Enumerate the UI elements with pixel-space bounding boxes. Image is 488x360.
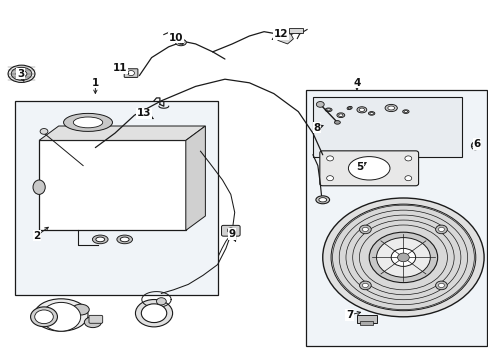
FancyBboxPatch shape: [319, 151, 418, 186]
Text: 3: 3: [17, 69, 24, 79]
Ellipse shape: [96, 237, 104, 242]
Ellipse shape: [403, 111, 407, 113]
Text: 1: 1: [92, 78, 99, 88]
Circle shape: [41, 302, 81, 331]
Text: 12: 12: [273, 29, 288, 39]
Circle shape: [438, 227, 444, 231]
Ellipse shape: [315, 196, 329, 204]
Bar: [305, 90, 486, 346]
Ellipse shape: [72, 304, 89, 315]
Ellipse shape: [385, 104, 397, 112]
Ellipse shape: [472, 144, 476, 148]
Text: 4: 4: [352, 78, 360, 88]
Ellipse shape: [369, 112, 373, 114]
Bar: [15, 101, 217, 295]
Ellipse shape: [334, 121, 340, 124]
Text: 7: 7: [345, 310, 353, 320]
Ellipse shape: [33, 180, 45, 194]
Circle shape: [397, 253, 408, 262]
Polygon shape: [277, 32, 293, 44]
Polygon shape: [39, 126, 205, 140]
FancyBboxPatch shape: [89, 315, 102, 323]
FancyBboxPatch shape: [124, 69, 138, 77]
Ellipse shape: [326, 109, 330, 111]
Text: 13: 13: [137, 108, 151, 118]
Text: 5: 5: [355, 162, 362, 172]
Ellipse shape: [8, 65, 35, 82]
Ellipse shape: [387, 106, 394, 110]
Circle shape: [156, 298, 166, 305]
FancyBboxPatch shape: [289, 28, 302, 33]
FancyBboxPatch shape: [360, 321, 372, 325]
Ellipse shape: [346, 107, 351, 109]
Ellipse shape: [11, 67, 32, 80]
Ellipse shape: [92, 235, 108, 244]
Circle shape: [362, 283, 367, 288]
Circle shape: [359, 281, 370, 290]
Bar: [39, 140, 185, 230]
FancyBboxPatch shape: [221, 225, 240, 236]
Circle shape: [135, 300, 172, 327]
Circle shape: [326, 176, 333, 181]
Ellipse shape: [356, 107, 366, 113]
Circle shape: [404, 156, 411, 161]
Circle shape: [141, 304, 166, 323]
Ellipse shape: [325, 108, 331, 112]
Circle shape: [326, 156, 333, 161]
Text: 2: 2: [33, 231, 40, 241]
Circle shape: [435, 281, 447, 290]
Circle shape: [438, 283, 444, 288]
Circle shape: [376, 238, 429, 277]
Circle shape: [435, 225, 447, 234]
Ellipse shape: [84, 317, 102, 328]
Ellipse shape: [318, 198, 326, 202]
Ellipse shape: [175, 39, 186, 46]
Ellipse shape: [402, 110, 408, 113]
Circle shape: [330, 204, 475, 311]
Ellipse shape: [368, 112, 374, 115]
Ellipse shape: [34, 299, 88, 331]
Ellipse shape: [347, 107, 350, 109]
Circle shape: [359, 225, 370, 234]
Circle shape: [316, 102, 324, 107]
Circle shape: [390, 248, 415, 266]
Ellipse shape: [336, 113, 344, 117]
Ellipse shape: [30, 307, 58, 327]
Ellipse shape: [338, 114, 342, 117]
Ellipse shape: [63, 113, 112, 131]
Ellipse shape: [117, 235, 132, 244]
Text: 9: 9: [228, 229, 235, 239]
Circle shape: [227, 228, 234, 233]
Ellipse shape: [358, 108, 364, 112]
Polygon shape: [185, 126, 205, 230]
Circle shape: [404, 176, 411, 181]
Circle shape: [362, 227, 367, 231]
Circle shape: [40, 129, 48, 134]
Ellipse shape: [35, 310, 53, 324]
Text: 6: 6: [472, 139, 479, 149]
Circle shape: [368, 232, 437, 283]
Ellipse shape: [16, 71, 27, 77]
Text: 10: 10: [168, 33, 183, 43]
Ellipse shape: [73, 117, 102, 128]
Ellipse shape: [178, 41, 183, 44]
Ellipse shape: [347, 157, 389, 180]
Circle shape: [127, 71, 134, 76]
Ellipse shape: [470, 142, 478, 150]
Text: 8: 8: [313, 123, 320, 133]
Circle shape: [322, 198, 483, 317]
FancyBboxPatch shape: [356, 315, 376, 323]
Bar: [312, 97, 461, 157]
Ellipse shape: [120, 237, 129, 242]
Text: 11: 11: [112, 63, 127, 73]
